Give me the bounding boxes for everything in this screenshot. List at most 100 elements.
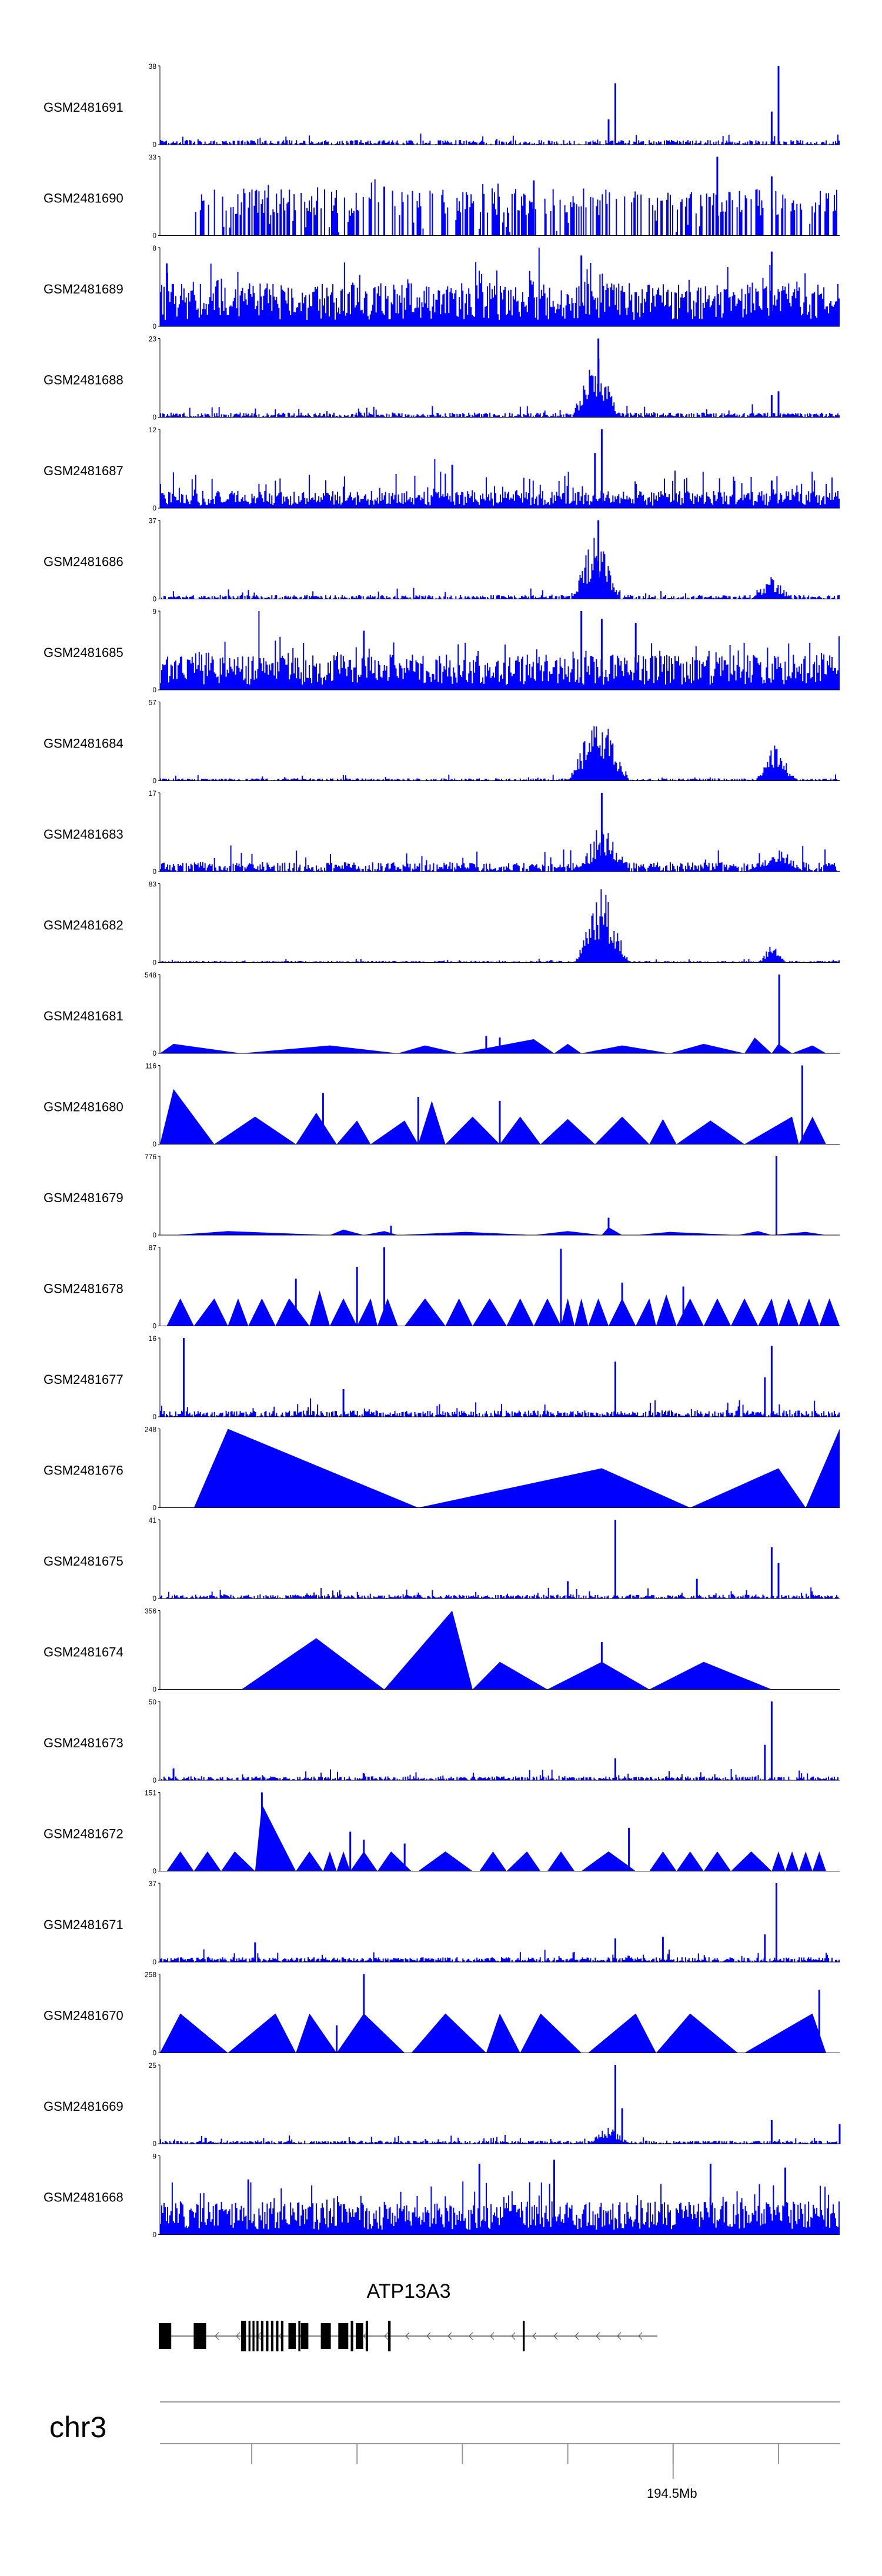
- signal-peak: [254, 1942, 256, 1962]
- signal-triangle: [472, 1661, 547, 1690]
- y-max-label: 57: [149, 699, 157, 707]
- signal-triangle: [500, 1116, 541, 1144]
- signal-peak: [716, 156, 719, 236]
- track-label: GSM2481670: [44, 2008, 123, 2023]
- strand-arrow: [596, 2332, 600, 2340]
- signal-peak: [621, 2108, 623, 2144]
- signal-triangle: [547, 1851, 575, 1871]
- y-min-label: 0: [152, 1958, 156, 1966]
- track-GSM2481686: GSM2481686 37 0: [44, 517, 840, 603]
- signal-peak: [614, 1938, 616, 1962]
- signal-peak: [247, 2179, 249, 2235]
- track-label: GSM2481682: [44, 918, 123, 933]
- signal-triangle: [676, 1120, 745, 1144]
- signal-peak: [770, 111, 773, 145]
- track-GSM2481668: GSM2481668 9 0: [44, 2153, 840, 2239]
- track-label: GSM2481672: [44, 1827, 123, 1841]
- strand-arrow: [447, 2332, 452, 2340]
- signal-peak: [770, 481, 773, 508]
- signal-peak: [662, 1937, 664, 1962]
- signal-triangle: [547, 1661, 650, 1690]
- signal-triangle: [703, 1851, 731, 1871]
- signal-triangle: [248, 1298, 276, 1326]
- signal-peak: [770, 251, 773, 326]
- exon: [338, 2323, 349, 2349]
- signal-peak: [336, 2025, 338, 2053]
- signal-peak: [770, 1701, 773, 1780]
- signal-triangle: [744, 1037, 772, 1053]
- signal-triangle: [690, 1468, 806, 1508]
- signal-triangle: [636, 1232, 738, 1235]
- signal-triangle: [533, 1298, 562, 1326]
- signal-peak: [770, 1346, 773, 1417]
- track-GSM2481673: GSM2481673 50 0: [44, 1698, 840, 1784]
- track-label: GSM2481677: [44, 1372, 123, 1387]
- signal-peak: [363, 630, 365, 690]
- signal-triangle: [520, 2013, 582, 2053]
- signal-triangle: [771, 1043, 793, 1053]
- signal-triangle: [418, 1468, 690, 1508]
- signal-triangle: [160, 2013, 228, 2053]
- signal-peak: [607, 1217, 610, 1235]
- signal-peak: [172, 1768, 175, 1780]
- y-min-label: 0: [152, 1867, 156, 1876]
- y-max-label: 37: [149, 1880, 157, 1888]
- y-min-label: 0: [152, 959, 156, 967]
- signal-triangle: [812, 1851, 826, 1871]
- y-max-label: 38: [149, 62, 157, 71]
- signal-peak: [764, 1934, 766, 1962]
- gene-annotation-track: ATP13A3: [159, 2280, 657, 2351]
- track-label: GSM2481669: [44, 2099, 123, 2114]
- y-max-label: 25: [149, 2061, 157, 2070]
- exon: [270, 2321, 273, 2351]
- signal-area: [160, 459, 840, 508]
- signal-triangle: [778, 1298, 799, 1326]
- signal-peak: [451, 465, 453, 508]
- track-GSM2481689: GSM2481689 8 0: [44, 244, 840, 331]
- signal-triangle: [744, 2013, 826, 2053]
- signal-area: [160, 1769, 840, 1780]
- signal-triangle: [275, 1298, 310, 1326]
- signal-triangle: [731, 1298, 759, 1326]
- track-label: GSM2481689: [44, 282, 123, 296]
- track-label: GSM2481673: [44, 1736, 123, 1750]
- signal-area: [160, 830, 840, 872]
- signal-area: [161, 538, 840, 599]
- signal-peak: [801, 1065, 803, 1144]
- signal-peak: [696, 1579, 698, 1599]
- signal-triangle: [656, 1294, 677, 1326]
- signal-peak: [600, 1642, 603, 1690]
- signal-triangle: [581, 1851, 636, 1871]
- signal-triangle: [649, 1661, 772, 1690]
- exon: [350, 2321, 353, 2351]
- track-GSM2481677: GSM2481677 16 0: [44, 1334, 840, 1421]
- signal-area: [195, 179, 837, 236]
- y-min-label: 0: [152, 2231, 156, 2239]
- y-min-label: 0: [152, 413, 156, 422]
- strand-arrow: [617, 2332, 622, 2340]
- signal-peak: [838, 2124, 841, 2144]
- track-GSM2481669: GSM2481669 25 0: [44, 2061, 841, 2148]
- track-label: GSM2481675: [44, 1554, 123, 1569]
- track-GSM2481683: GSM2481683 17 0: [44, 789, 840, 876]
- track-label: GSM2481685: [44, 645, 123, 660]
- exon: [252, 2321, 255, 2351]
- signal-triangle: [799, 1298, 820, 1326]
- signal-peak: [403, 1843, 406, 1871]
- signal-triangle: [323, 1851, 337, 1871]
- signal-triangle: [397, 1045, 459, 1053]
- exon: [523, 2321, 525, 2351]
- signal-triangle: [445, 1298, 473, 1326]
- strand-arrow: [469, 2332, 473, 2340]
- signal-peak: [183, 1338, 185, 1417]
- signal-peak: [356, 1267, 358, 1326]
- signal-triangle: [336, 2013, 405, 2053]
- y-min-label: 0: [152, 2140, 156, 2148]
- track-label: GSM2481674: [44, 1645, 123, 1660]
- signal-triangle: [330, 1229, 364, 1235]
- y-max-label: 9: [152, 2153, 156, 2161]
- signal-peak: [322, 1093, 324, 1144]
- signal-peak: [777, 1563, 780, 1599]
- signal-peak: [580, 255, 583, 326]
